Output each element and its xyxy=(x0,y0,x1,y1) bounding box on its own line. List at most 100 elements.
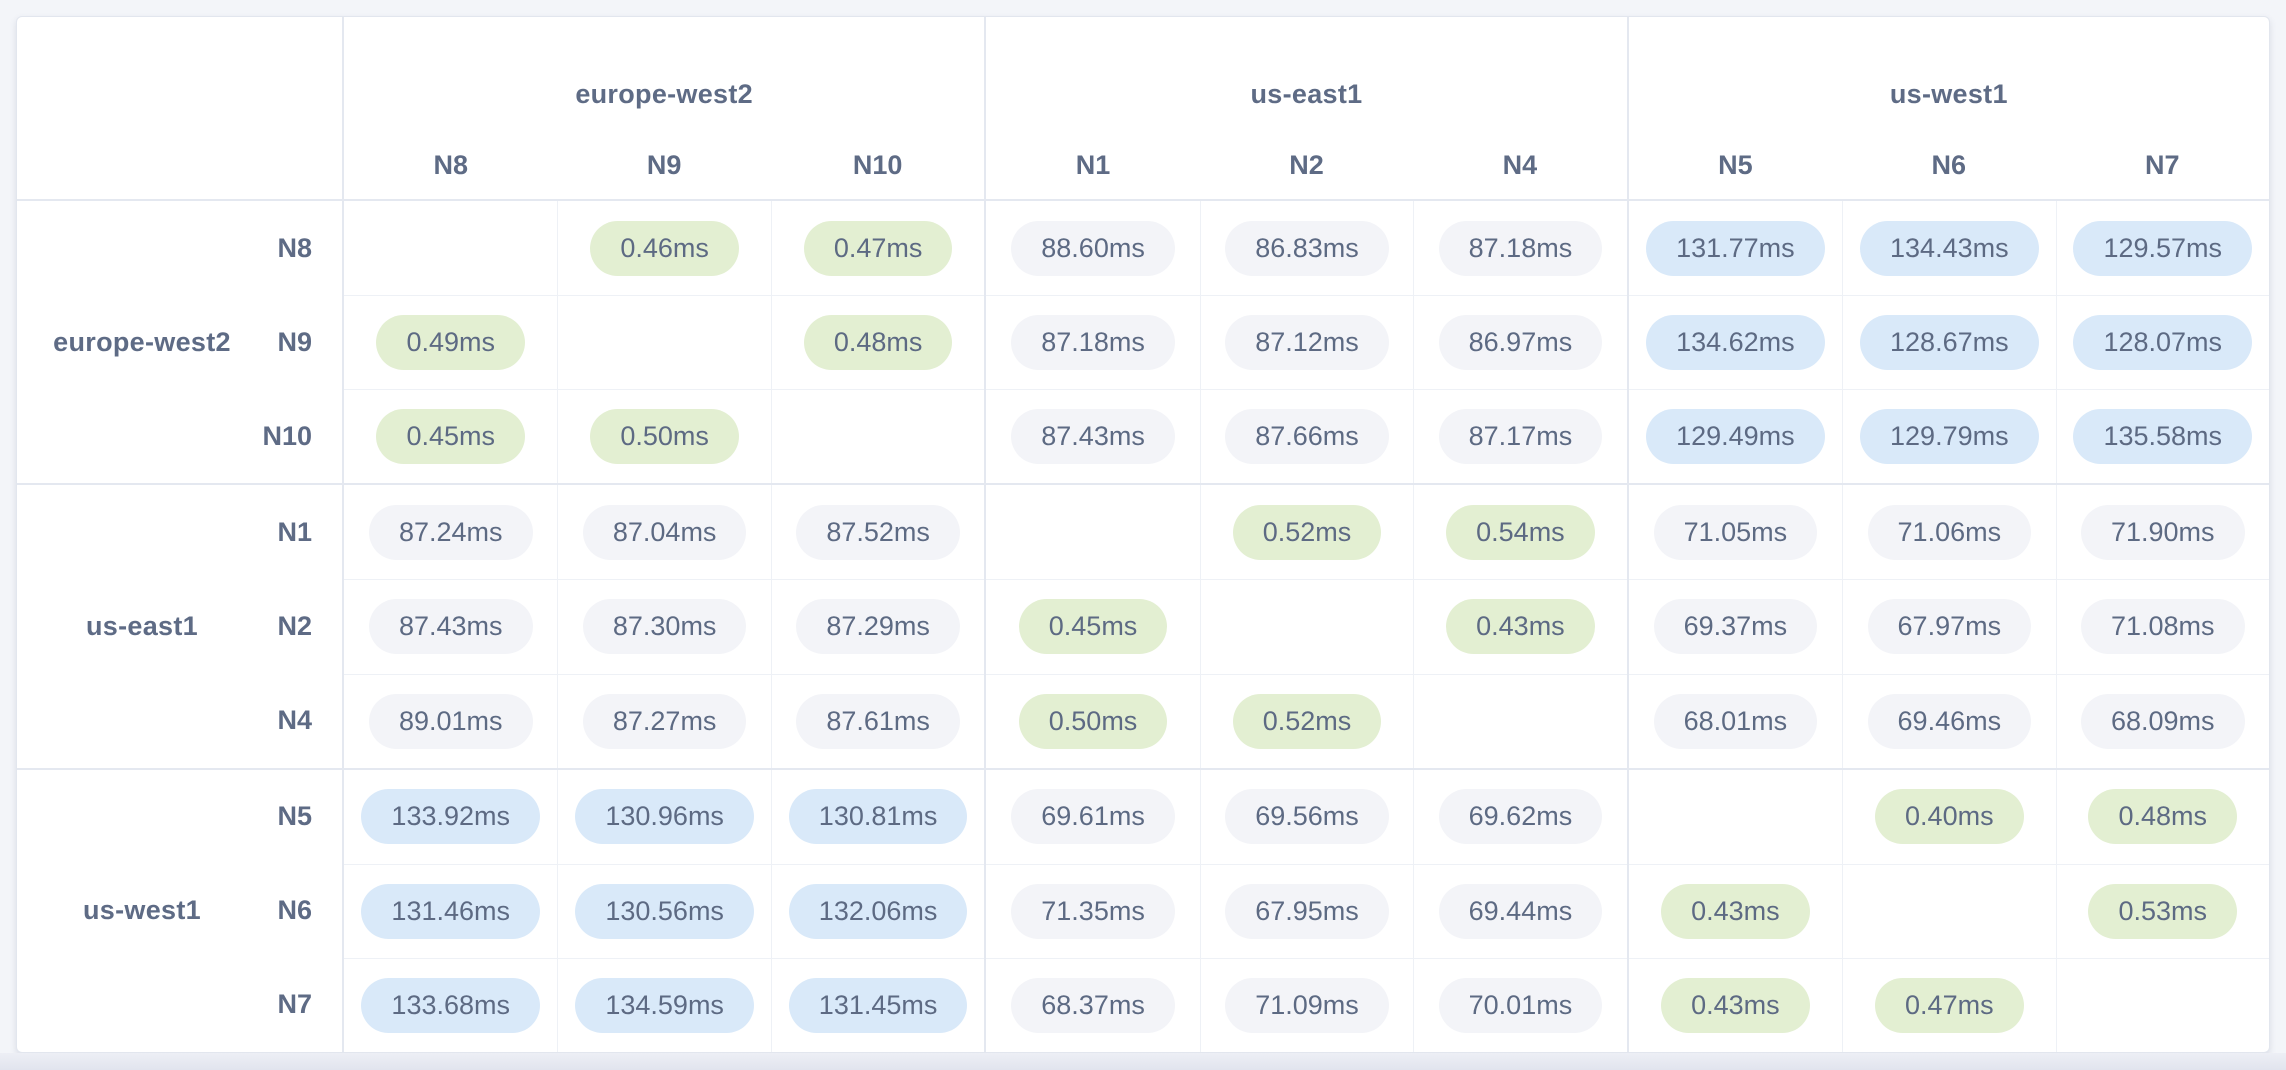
latency-value-pill[interactable]: 87.30ms xyxy=(582,599,747,655)
latency-value-pill[interactable]: 131.77ms xyxy=(1646,220,1825,276)
latency-value-pill[interactable]: 0.52ms xyxy=(1232,693,1382,749)
latency-value-pill[interactable]: 71.08ms xyxy=(2080,599,2245,655)
latency-value-pill[interactable]: 0.45ms xyxy=(1018,599,1168,655)
latency-value-pill[interactable]: 0.52ms xyxy=(1232,504,1382,560)
latency-value-pill[interactable]: 71.90ms xyxy=(2080,504,2245,560)
cell-group: 131.77ms 134.43ms 129.57ms 134.62ms 128.67ms… xyxy=(1626,201,2269,484)
row-region-label: us-west1 xyxy=(83,895,201,926)
latency-value-pill[interactable]: 129.57ms xyxy=(2073,220,2253,276)
latency-value-pill[interactable]: 87.66ms xyxy=(1225,409,1389,465)
latency-value-pill[interactable]: 0.49ms xyxy=(376,315,525,371)
latency-value-pill[interactable]: 130.56ms xyxy=(575,883,754,939)
latency-value-pill[interactable]: 0.46ms xyxy=(590,220,739,276)
latency-value-pill[interactable]: 87.24ms xyxy=(368,504,533,560)
column-node-label: N2 xyxy=(1289,150,1324,180)
column-group-us-east1: us-east1 N1 N2 N4 xyxy=(984,17,1626,199)
latency-value-pill[interactable]: 87.52ms xyxy=(796,504,960,560)
latency-value-pill[interactable]: 128.67ms xyxy=(1860,315,2039,371)
latency-value-pill[interactable]: 133.68ms xyxy=(361,977,540,1033)
latency-value-pill[interactable]: 135.58ms xyxy=(2073,409,2253,465)
latency-value-pill[interactable]: 0.43ms xyxy=(1661,883,1810,939)
latency-cell: 133.68ms xyxy=(344,957,558,1052)
latency-value-pill[interactable]: 68.37ms xyxy=(1011,977,1175,1033)
column-node-label: N8 xyxy=(433,150,468,180)
latency-value-pill[interactable]: 131.45ms xyxy=(788,977,968,1033)
latency-value-pill[interactable]: 87.12ms xyxy=(1225,315,1389,371)
latency-value-pill[interactable]: 87.61ms xyxy=(796,693,960,749)
latency-value-pill[interactable]: 71.35ms xyxy=(1011,883,1175,939)
latency-value-pill[interactable]: 0.50ms xyxy=(590,409,739,465)
latency-matrix-card: europe-west2 N8 N9 N10 us-east1 N1 N2 N4 us-west… xyxy=(16,16,2270,1053)
latency-value-pill[interactable]: 128.07ms xyxy=(2073,315,2253,371)
latency-value-pill[interactable]: 129.49ms xyxy=(1646,409,1825,465)
latency-value-pill[interactable]: 69.44ms xyxy=(1438,883,1603,939)
latency-value-pill[interactable]: 71.05ms xyxy=(1653,504,1818,560)
latency-value-pill[interactable]: 71.09ms xyxy=(1225,977,1389,1033)
latency-value-pill[interactable]: 67.95ms xyxy=(1225,883,1389,939)
latency-value-pill[interactable]: 71.06ms xyxy=(1867,504,2032,560)
latency-value-pill[interactable]: 0.50ms xyxy=(1018,693,1168,749)
latency-value-pill[interactable]: 0.53ms xyxy=(2088,883,2238,939)
row-node-label: N9 xyxy=(277,326,312,357)
latency-value-pill[interactable]: 87.04ms xyxy=(582,504,747,560)
latency-value-pill[interactable]: 0.54ms xyxy=(1446,504,1595,560)
latency-value-pill[interactable]: 69.46ms xyxy=(1867,693,2032,749)
latency-cell: 87.27ms xyxy=(557,673,771,768)
row-group-us-west1: us-west1 N5 N6 N7 133.92ms 130.96ms 130.81ms 13… xyxy=(17,767,2269,1052)
latency-cell: 68.09ms xyxy=(2055,673,2269,768)
latency-value-pill[interactable]: 68.09ms xyxy=(2080,693,2245,749)
latency-value-pill[interactable]: 69.61ms xyxy=(1011,789,1175,845)
latency-cell: 134.59ms xyxy=(557,957,771,1052)
latency-value-pill[interactable]: 0.43ms xyxy=(1661,977,1810,1033)
latency-value-pill[interactable]: 69.56ms xyxy=(1225,789,1389,845)
row-region-label: europe-west2 xyxy=(53,326,231,357)
latency-cell: 0.54ms xyxy=(1413,485,1626,580)
latency-value-pill[interactable]: 134.43ms xyxy=(1860,220,2039,276)
latency-value-pill[interactable]: 0.47ms xyxy=(1875,977,2024,1033)
latency-value-pill[interactable]: 87.17ms xyxy=(1438,409,1603,465)
latency-value-pill[interactable]: 0.43ms xyxy=(1446,599,1595,655)
latency-value-pill[interactable]: 129.79ms xyxy=(1860,409,2039,465)
latency-value-pill[interactable]: 133.92ms xyxy=(361,789,540,845)
latency-value-pill[interactable]: 69.62ms xyxy=(1438,789,1603,845)
latency-value-pill[interactable]: 69.37ms xyxy=(1653,599,1818,655)
latency-value-pill[interactable]: 87.27ms xyxy=(582,693,747,749)
latency-value-pill[interactable]: 87.29ms xyxy=(796,599,960,655)
latency-value-pill[interactable]: 0.48ms xyxy=(803,315,953,371)
latency-cell: 68.01ms xyxy=(1628,673,1843,768)
latency-cell: 87.43ms xyxy=(344,579,558,673)
latency-value-pill[interactable]: 134.62ms xyxy=(1646,315,1825,371)
latency-value-pill[interactable]: 132.06ms xyxy=(788,883,968,939)
latency-value-pill[interactable]: 0.47ms xyxy=(803,220,953,276)
latency-cell: 71.08ms xyxy=(2055,579,2269,674)
latency-cell-self xyxy=(557,295,771,390)
latency-value-pill[interactable]: 134.59ms xyxy=(575,977,754,1033)
cell-group: 0.40ms 0.48ms 0.43ms 0.53ms 0.43ms 0.47ms xyxy=(1626,769,2269,1052)
latency-value-pill[interactable]: 67.97ms xyxy=(1867,599,2032,655)
latency-cell: 0.48ms xyxy=(770,295,985,390)
latency-value-pill[interactable]: 70.01ms xyxy=(1438,977,1603,1033)
latency-value-pill[interactable]: 0.40ms xyxy=(1875,789,2024,845)
latency-value-pill[interactable]: 88.60ms xyxy=(1011,220,1175,276)
latency-value-pill[interactable]: 130.96ms xyxy=(575,789,754,845)
latency-value-pill[interactable]: 87.43ms xyxy=(1011,409,1175,465)
cell-group: 133.92ms 130.96ms 130.81ms 131.46ms 130.56ms… xyxy=(342,769,985,1052)
latency-cell: 87.04ms xyxy=(557,485,770,580)
latency-cell: 0.53ms xyxy=(2055,863,2269,958)
latency-value-pill[interactable]: 131.46ms xyxy=(361,883,540,939)
row-node-label: N1 xyxy=(277,516,312,547)
latency-value-pill[interactable]: 87.43ms xyxy=(368,599,533,655)
latency-value-pill[interactable]: 0.48ms xyxy=(2088,789,2238,845)
latency-cell: 0.47ms xyxy=(770,201,984,296)
latency-value-pill[interactable]: 87.18ms xyxy=(1438,220,1603,276)
latency-value-pill[interactable]: 130.81ms xyxy=(788,789,968,845)
latency-value-pill[interactable]: 86.83ms xyxy=(1225,220,1389,276)
latency-cell: 129.57ms xyxy=(2055,201,2269,296)
latency-value-pill[interactable]: 87.18ms xyxy=(1011,315,1175,371)
latency-value-pill[interactable]: 68.01ms xyxy=(1653,693,1818,749)
latency-cell-self xyxy=(2055,957,2269,1052)
latency-value-pill[interactable]: 0.45ms xyxy=(376,409,525,465)
latency-cell: 134.62ms xyxy=(1628,295,1843,389)
latency-value-pill[interactable]: 89.01ms xyxy=(368,693,533,749)
latency-value-pill[interactable]: 86.97ms xyxy=(1438,315,1603,371)
